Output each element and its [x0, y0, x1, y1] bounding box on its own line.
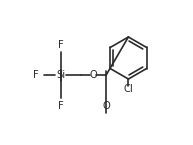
- Text: O: O: [102, 101, 110, 111]
- Text: Si: Si: [56, 70, 66, 80]
- Text: F: F: [33, 70, 39, 80]
- Text: Cl: Cl: [124, 84, 133, 94]
- Text: O: O: [89, 70, 97, 80]
- Text: F: F: [58, 101, 64, 111]
- Text: F: F: [58, 40, 64, 50]
